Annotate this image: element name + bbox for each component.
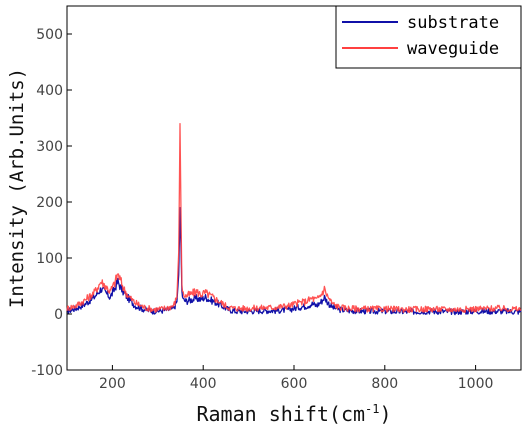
y-tick-label: 300 <box>36 139 63 155</box>
legend-label-waveguide: waveguide <box>407 39 499 59</box>
y-tick-label: -100 <box>31 363 63 379</box>
legend-box <box>335 5 522 69</box>
x-axis-ticks: 200 400 600 800 1000 <box>99 365 493 392</box>
x-tick-label: 1000 <box>458 376 494 392</box>
series-line-substrate <box>66 206 522 316</box>
plot-area: 200 400 600 800 1000 -100 0 100 200 300 400 500 <box>31 5 522 392</box>
x-axis-title-main: Raman shift(cm <box>196 402 365 426</box>
y-tick-label: 0 <box>54 307 63 323</box>
x-tick-label: 400 <box>190 376 217 392</box>
y-axis-title: Intensity (Arb.Units) <box>6 68 28 308</box>
x-axis-title-end: ) <box>379 402 391 426</box>
y-axis-ticks: -100 0 100 200 300 400 500 <box>31 27 72 379</box>
x-tick-label: 200 <box>99 376 126 392</box>
y-tick-label: 100 <box>36 251 63 267</box>
x-tick-label: 600 <box>281 376 308 392</box>
series-layer <box>66 122 522 316</box>
series-line-waveguide <box>66 122 522 314</box>
y-tick-label: 400 <box>36 83 63 99</box>
x-axis-title: Raman shift(cm-1) <box>196 402 391 426</box>
x-axis-title-sup: -1 <box>365 402 379 416</box>
legend-label-substrate: substrate <box>407 13 499 33</box>
legend: substrate waveguide <box>335 5 522 69</box>
y-tick-label: 500 <box>36 27 63 43</box>
x-tick-label: 800 <box>371 376 398 392</box>
y-tick-label: 200 <box>36 195 63 211</box>
